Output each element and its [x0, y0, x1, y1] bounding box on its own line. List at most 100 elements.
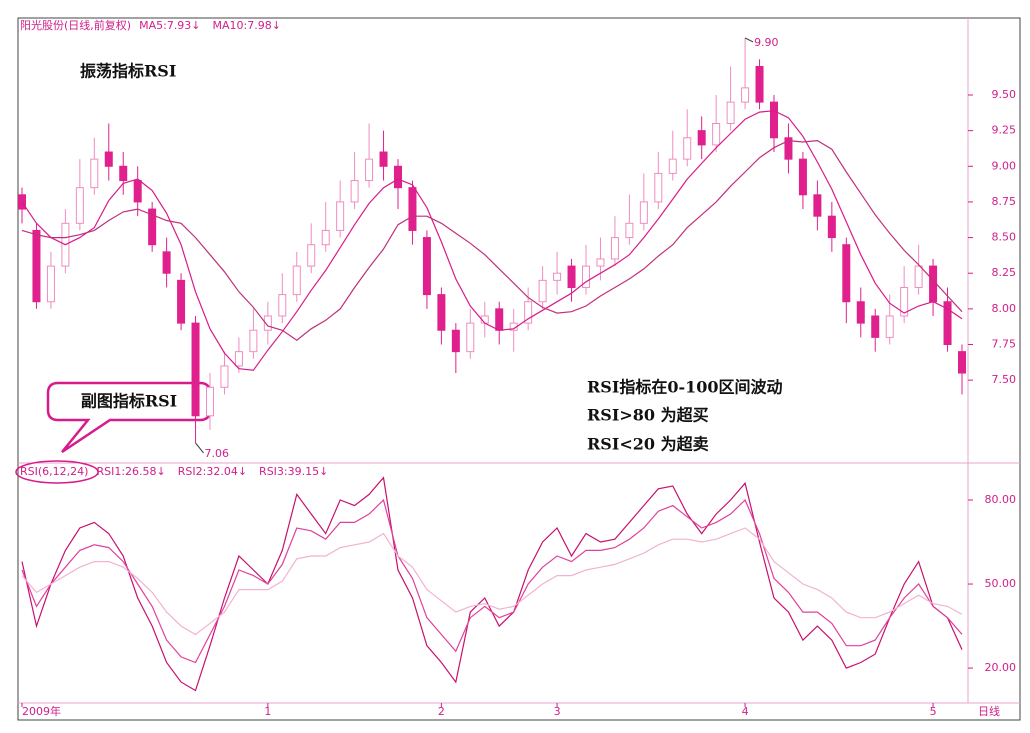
candle-body [119, 165, 128, 182]
extreme-pointer [744, 37, 754, 43]
legend-entry: MA5:7.93↓ [139, 19, 200, 32]
candle-body [654, 172, 663, 203]
candle-body [394, 165, 402, 189]
candle-body [32, 229, 41, 303]
candle-body [842, 244, 851, 303]
candle-body [177, 279, 186, 324]
candle-body [726, 101, 735, 125]
candle-body [307, 244, 316, 267]
legend-entry: RSI3:39.15↓ [259, 465, 328, 478]
period-label: 日线 [978, 704, 1000, 718]
candle-body [379, 151, 388, 167]
candle-body [553, 272, 562, 281]
candle-body [770, 101, 778, 139]
candle-body [900, 286, 909, 317]
candle-body [350, 180, 359, 203]
legend-entry: MA10:7.98↓ [213, 19, 281, 32]
y-tick-label: 8.00 [992, 302, 1017, 315]
callout: 副图指标RSI [81, 392, 177, 411]
y-tick-label: 7.50 [992, 373, 1017, 386]
candle-body [625, 222, 634, 239]
candle-body [249, 329, 258, 353]
candle-body [292, 265, 301, 296]
candle-body [827, 215, 836, 239]
candle-body [871, 315, 880, 338]
candle-body [321, 229, 330, 246]
candle-body [75, 187, 84, 224]
y-tick-label: 9.50 [992, 88, 1017, 101]
candle-body [206, 386, 214, 417]
extreme-label: 7.06 [205, 447, 230, 460]
candle-body [741, 87, 750, 103]
rsi-title: RSI(6,12,24) [20, 465, 88, 478]
candle-body [668, 158, 677, 174]
x-tick-label: 4 [742, 705, 749, 718]
candle-body [798, 158, 807, 196]
y-tick-label: 9.00 [992, 159, 1017, 172]
callout-ring [15, 460, 99, 484]
candle-body [582, 265, 590, 288]
y-tick-label: 20.00 [985, 661, 1017, 674]
note: RSI>80 为超买 [587, 406, 709, 425]
candle-body [336, 201, 345, 231]
legend-entry: RSI1:26.58↓ [96, 465, 165, 478]
y-tick-label: 7.75 [992, 338, 1017, 351]
annotation: 振荡指标RSI [80, 62, 176, 81]
extreme-pointer [195, 442, 204, 454]
candle-body [408, 187, 417, 231]
candle-body [495, 308, 504, 331]
candle-body [234, 351, 243, 367]
candle-body [46, 265, 55, 303]
candle-body [278, 294, 287, 317]
candle-body [885, 315, 894, 338]
candle-body [365, 158, 374, 182]
legend-entry: RSI2:32.04↓ [178, 465, 247, 478]
candle-body [466, 322, 475, 353]
candle-body [191, 322, 200, 417]
candle-body [133, 180, 142, 203]
candle-body [162, 251, 171, 274]
x-tick-label: 5 [930, 705, 937, 718]
y-tick-label: 9.25 [992, 124, 1017, 137]
candle-body [524, 301, 533, 324]
candle-body [596, 258, 605, 267]
y-tick-label: 8.75 [992, 195, 1017, 208]
candle-body [538, 279, 547, 303]
candle-body [914, 265, 923, 288]
y-tick-label: 8.25 [992, 266, 1017, 279]
candle-body [856, 301, 865, 324]
y-tick-label: 50.00 [985, 577, 1017, 590]
candle-body [437, 294, 446, 331]
candle-body [567, 265, 576, 288]
candle-body [958, 351, 966, 374]
candle-body [784, 137, 793, 160]
candle-body [755, 65, 764, 103]
line-series [21, 110, 963, 371]
line-series [21, 498, 963, 664]
candle-body [683, 137, 692, 160]
x-tick-label: 2009年 [22, 704, 61, 718]
candle-body [639, 201, 648, 224]
line-series [21, 139, 963, 341]
candle-body [610, 237, 619, 260]
x-tick-label: 3 [554, 705, 561, 718]
candle-body [148, 208, 157, 246]
candle-body [104, 151, 113, 167]
line-series [21, 476, 963, 692]
candle-body [813, 194, 822, 217]
candle-body [451, 329, 460, 353]
x-tick-label: 2 [438, 705, 445, 718]
candle-body [697, 130, 706, 146]
extreme-label: 9.90 [754, 36, 779, 49]
candle-body [929, 265, 938, 303]
x-tick-label: 1 [264, 705, 271, 718]
candle-body [90, 158, 99, 189]
candle-body [712, 123, 721, 146]
frame [17, 17, 1021, 721]
note: RSI指标在0-100区间波动 [587, 378, 783, 397]
note: RSI<20 为超卖 [587, 435, 709, 454]
line-series [21, 527, 963, 636]
candle-body [943, 301, 952, 346]
